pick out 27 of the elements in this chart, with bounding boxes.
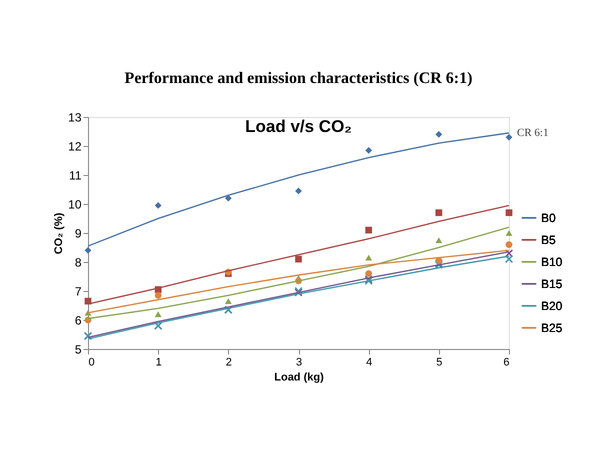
legend-label: B20	[541, 298, 563, 313]
legend-label: B0	[541, 210, 556, 225]
y-axis-title: CO₂ (%)	[53, 212, 66, 254]
x-axis-title: Load (kg)	[274, 372, 324, 384]
x-tick-label: 4	[366, 356, 372, 368]
x-tick-label: 6	[503, 356, 510, 368]
y-tick-label: 9	[74, 226, 82, 240]
x-tick-label: 2	[226, 356, 232, 368]
legend-label: B10	[541, 254, 563, 269]
y-tick-label: 6	[74, 314, 82, 328]
y-tick-label: 7	[74, 284, 82, 298]
y-tick-label: 11	[69, 168, 82, 182]
x-tick-label: 0	[88, 356, 95, 368]
x-tick-label: 1	[156, 356, 162, 368]
x-tick-label: 3	[296, 356, 302, 368]
x-tick-label: 5	[436, 356, 442, 368]
legend-label: B25	[541, 320, 563, 335]
legend-label: B5	[541, 232, 556, 247]
chart-title: Performance and emission characteristics (CR 6:1)	[124, 70, 472, 87]
y-tick-label: 5	[74, 342, 82, 356]
legend-label: B15	[541, 276, 563, 291]
y-tick-label: 8	[74, 256, 82, 270]
y-tick-label: 13	[68, 110, 82, 124]
y-tick-label: 10	[68, 198, 82, 212]
annotation: CR 6:1	[517, 126, 548, 139]
chart-subtitle: Load v/s CO₂	[245, 117, 352, 136]
y-tick-label: 12	[68, 140, 82, 154]
